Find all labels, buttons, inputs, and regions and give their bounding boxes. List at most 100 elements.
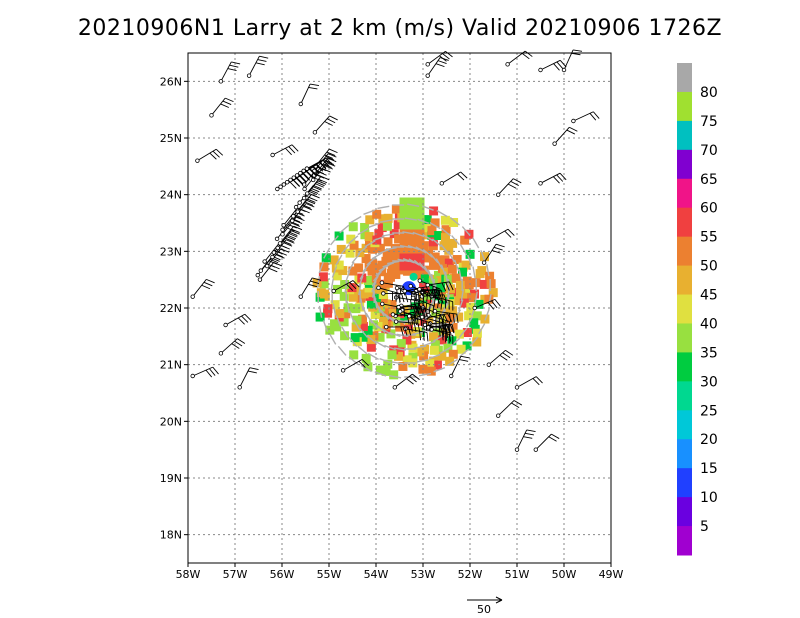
barb-feather [308, 283, 318, 288]
speed-cell [387, 300, 397, 310]
speed-cell [373, 297, 383, 307]
barb-feather [346, 283, 354, 291]
speed-cell [407, 221, 417, 231]
barb-feather [559, 172, 567, 181]
wind-vector [378, 264, 390, 272]
barb-feather [419, 307, 425, 317]
speed-cell [382, 221, 392, 231]
speed-cell [378, 214, 388, 224]
speed-cell [447, 264, 457, 274]
barb-origin [496, 413, 501, 418]
barb-feather [553, 176, 560, 184]
barb-origin [275, 186, 280, 192]
barb-feather [429, 294, 432, 304]
speed-cell [415, 237, 425, 247]
speed-cell [334, 260, 344, 270]
lat-lon-grid [188, 53, 611, 563]
speed-cell [396, 339, 406, 349]
barb-feather [313, 184, 322, 190]
barb-feather [349, 281, 357, 290]
colorbar-label: 20 [700, 432, 718, 448]
speed-cell [363, 362, 373, 372]
barb-feather [361, 359, 369, 367]
barb-feather [296, 177, 304, 185]
barb-origin [223, 322, 228, 328]
wind-vector [472, 266, 476, 279]
wind-vector [431, 238, 442, 248]
wind-vector [428, 353, 441, 360]
wind-vector [402, 258, 415, 264]
barb-origin [218, 351, 224, 356]
y-tick-label: 26N [160, 75, 182, 88]
barb-feather [451, 324, 455, 334]
speed-cell [407, 253, 417, 263]
wind-vector [461, 226, 471, 237]
wind-vector [422, 234, 434, 242]
wind-vector [444, 271, 449, 284]
speed-cell [365, 240, 375, 250]
colorbar-label: 40 [700, 316, 718, 332]
speed-cell [360, 222, 370, 232]
speed-cell [383, 213, 393, 223]
wind-vector [316, 275, 321, 289]
wind-vector [407, 244, 420, 251]
speed-cell [425, 359, 435, 369]
speed-cell [369, 320, 379, 330]
barb-feather [310, 83, 320, 86]
speed-cell [448, 349, 458, 359]
colorbar-label: 10 [700, 490, 718, 506]
wind-barb [218, 61, 241, 84]
speed-cell [406, 308, 416, 318]
wind-vector [359, 268, 367, 280]
speed-cell [349, 350, 359, 360]
barb-feather [449, 324, 455, 333]
barb-feather [283, 242, 293, 247]
chart-title: 20210906N1 Larry at 2 km (m/s) Valid 202… [77, 16, 723, 41]
barb-feather [513, 178, 522, 184]
barb-feather [445, 50, 453, 58]
wind-barb [223, 313, 252, 328]
speed-cell [383, 237, 393, 247]
wind-barb [417, 287, 444, 300]
barb-feather [417, 323, 421, 333]
wind-vector [366, 334, 377, 344]
wind-vector [371, 252, 383, 260]
barb-feather [437, 290, 441, 300]
barb-origin [298, 170, 303, 176]
wind-vector [375, 267, 386, 277]
barb-feather [249, 367, 259, 370]
barb-feather [428, 304, 431, 314]
barb-origin [472, 305, 477, 311]
speed-cell [348, 222, 358, 232]
barb-feather [203, 281, 213, 287]
barb-feather [275, 254, 285, 259]
barb-origin [425, 282, 430, 288]
barb-feather [409, 376, 417, 383]
barb-feather [415, 307, 418, 317]
barb-origin [393, 319, 399, 324]
speed-cell [449, 217, 459, 227]
wind-vector [348, 235, 359, 245]
speed-cell [398, 361, 408, 371]
speed-cell [340, 331, 350, 341]
barb-origin [209, 113, 214, 118]
barb-feather [447, 313, 453, 322]
speed-cell [348, 292, 358, 302]
speed-cell [340, 280, 350, 290]
wind-vector [363, 209, 376, 215]
speed-cell [456, 289, 466, 299]
barb-feather [556, 174, 564, 182]
y-tick-label: 20N [160, 415, 182, 428]
speed-cell [439, 241, 449, 251]
colorbar-label: 30 [700, 374, 718, 390]
barb-feather [460, 171, 468, 179]
barb-feather [209, 152, 217, 160]
barb-feather [291, 230, 300, 235]
barb-origin [449, 373, 454, 379]
barb-feather [441, 282, 447, 292]
barb-origin [390, 312, 396, 317]
wind-vector [379, 219, 392, 223]
speed-cell [336, 244, 346, 254]
wind-barb [270, 144, 299, 158]
barb-feather [227, 68, 237, 71]
